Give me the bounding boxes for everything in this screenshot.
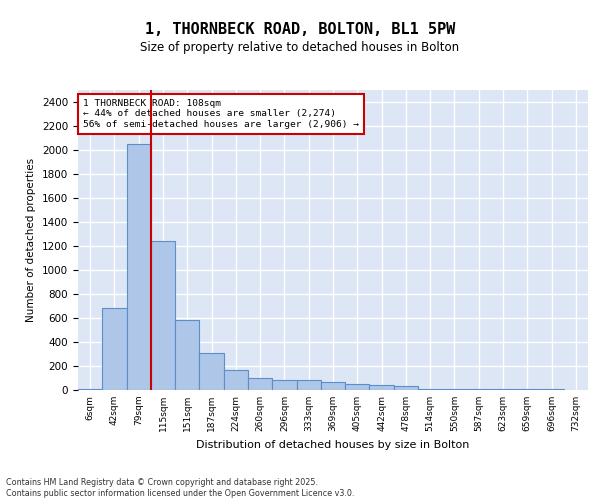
Bar xyxy=(370,384,394,390)
Bar xyxy=(224,370,248,390)
Text: 1 THORNBECK ROAD: 108sqm
← 44% of detached houses are smaller (2,274)
56% of sem: 1 THORNBECK ROAD: 108sqm ← 44% of detach… xyxy=(83,99,359,129)
Bar xyxy=(296,380,321,390)
Text: 1, THORNBECK ROAD, BOLTON, BL1 5PW: 1, THORNBECK ROAD, BOLTON, BL1 5PW xyxy=(145,22,455,38)
Bar xyxy=(151,241,175,390)
Bar xyxy=(127,144,151,390)
Text: Contains HM Land Registry data © Crown copyright and database right 2025.
Contai: Contains HM Land Registry data © Crown c… xyxy=(6,478,355,498)
Bar xyxy=(321,382,345,390)
Bar xyxy=(199,353,224,390)
Bar xyxy=(102,308,127,390)
Bar xyxy=(248,378,272,390)
Bar xyxy=(272,380,296,390)
Bar xyxy=(345,384,370,390)
Text: Size of property relative to detached houses in Bolton: Size of property relative to detached ho… xyxy=(140,41,460,54)
Y-axis label: Number of detached properties: Number of detached properties xyxy=(26,158,37,322)
Bar xyxy=(175,320,199,390)
Bar xyxy=(394,386,418,390)
X-axis label: Distribution of detached houses by size in Bolton: Distribution of detached houses by size … xyxy=(196,440,470,450)
